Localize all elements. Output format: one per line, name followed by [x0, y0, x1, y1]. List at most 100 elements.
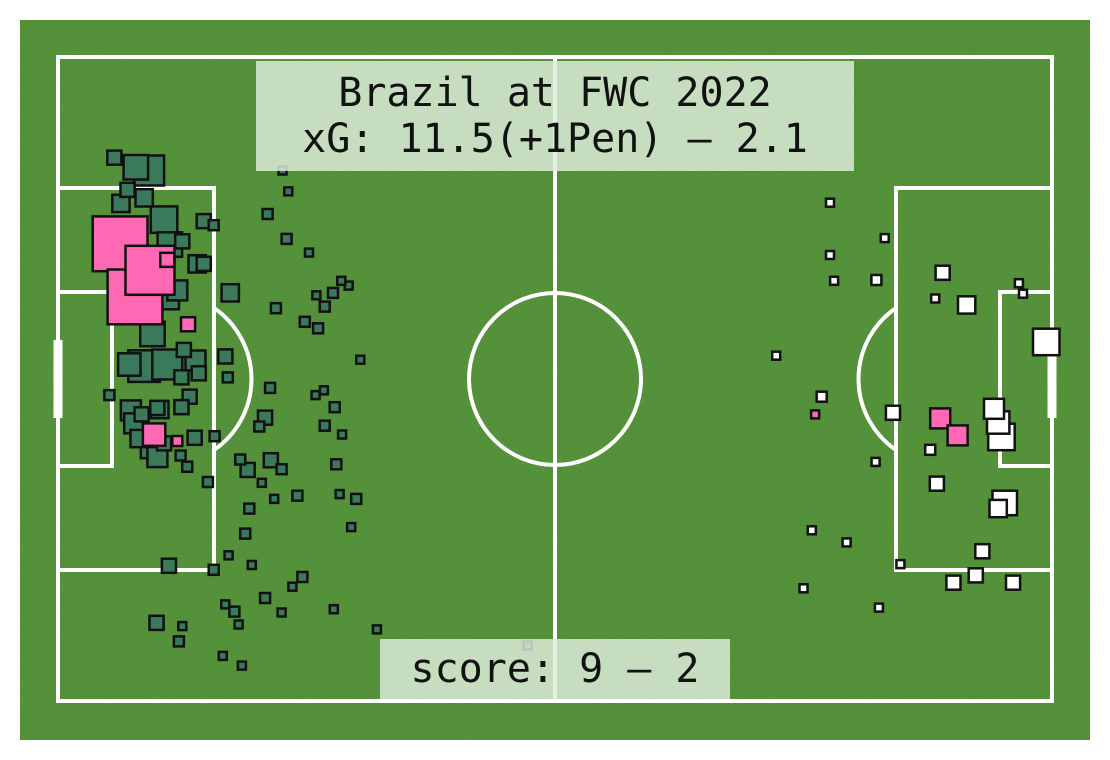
title-box: Brazil at FWC 2022 xG: 11.5(+1Pen) – 2.1	[256, 61, 854, 171]
brazil-shot-marker	[311, 290, 322, 301]
brazil-shot-marker	[283, 186, 294, 197]
brazil-shot-marker	[276, 607, 287, 618]
chart-subtitle: xG: 11.5(+1Pen) – 2.1	[302, 116, 808, 162]
brazil-shot-marker	[228, 605, 241, 618]
brazil-shot-marker	[174, 449, 187, 462]
brazil-shot-marker	[201, 475, 215, 489]
opponent-shot-marker	[1013, 277, 1025, 289]
brazil-shot-marker	[345, 521, 357, 533]
brazil-shot-marker	[133, 406, 150, 423]
brazil-shot-marker	[280, 232, 293, 246]
brazil-shot-marker	[116, 352, 142, 377]
brazil-shot-marker	[148, 614, 165, 632]
brazil-shot-marker	[208, 429, 221, 443]
brazil-shot-marker	[177, 620, 188, 632]
brazil-shot-marker	[233, 453, 247, 466]
brazil-shot-marker	[173, 233, 191, 250]
chart-title: Brazil at FWC 2022	[338, 70, 771, 116]
centre-circle	[467, 291, 643, 467]
brazil-shot-marker	[217, 650, 229, 662]
score-background	[380, 639, 730, 699]
brazil-shot-marker	[334, 488, 345, 500]
brazil-goal-marker	[179, 315, 197, 333]
brazil-goal-marker	[124, 244, 176, 297]
brazil-shot-marker	[190, 365, 208, 382]
brazil-shot-marker	[220, 282, 241, 303]
brazil-shot-marker	[221, 371, 235, 384]
brazil-shot-marker	[236, 660, 248, 671]
brazil-shot-marker	[311, 322, 325, 335]
brazil-shot-marker	[173, 369, 190, 386]
brazil-shot-marker	[207, 563, 220, 577]
brazil-goal-marker	[141, 422, 167, 448]
brazil-shot-marker	[238, 527, 252, 540]
brazil-shot-marker	[326, 286, 340, 300]
brazil-shot-marker	[195, 255, 213, 273]
brazil-shot-marker	[310, 389, 321, 401]
brazil-shot-marker	[223, 550, 234, 561]
opponent-shot-marker	[1031, 327, 1061, 357]
opponent-shot-marker	[988, 498, 1009, 519]
brazil-goal-marker	[171, 434, 184, 448]
brazil-shot-marker	[328, 400, 341, 414]
brazil-shot-marker	[180, 460, 194, 473]
opponent-shot-marker	[967, 567, 985, 584]
shot-markers	[91, 149, 1061, 671]
opponent-shot-marker	[870, 273, 883, 287]
brazil-shot-marker	[103, 388, 116, 402]
opponent-shot-marker	[934, 264, 951, 282]
opponent-shot-marker	[884, 404, 902, 422]
brazil-shot-marker	[149, 399, 166, 417]
opponent-shot-marker	[806, 525, 818, 536]
brazil-shot-marker	[186, 429, 203, 447]
brazil-shot-marker	[138, 320, 166, 348]
brazil-shot-marker	[175, 341, 193, 359]
opponent-shot-marker	[929, 293, 941, 304]
brazil-shot-marker	[371, 624, 383, 635]
brazil-shot-marker	[256, 477, 268, 489]
opponent-shot-marker	[870, 456, 881, 468]
brazil-shot-marker	[173, 398, 190, 416]
brazil-shot-marker	[134, 187, 155, 208]
brazil-shot-marker	[298, 315, 312, 329]
brazil-shot-marker	[303, 247, 315, 258]
opponent-shot-marker	[945, 574, 962, 591]
left-penalty-arc	[212, 306, 254, 452]
opponent-shot-marker	[798, 583, 809, 594]
brazil-shot-marker	[149, 205, 179, 235]
brazil-shot-marker	[268, 493, 280, 505]
score-box: score: 9 – 2	[380, 639, 730, 699]
brazil-shot-marker	[287, 581, 298, 592]
brazil-shot-marker	[349, 492, 363, 506]
opponent-shot-marker	[1004, 574, 1022, 591]
brazil-shot-marker	[258, 591, 272, 605]
opponent-shot-marker	[815, 390, 828, 403]
score-label: score: 9 – 2	[411, 646, 700, 692]
brazil-shot-marker	[106, 149, 123, 166]
opponent-shot-marker	[923, 443, 937, 457]
brazil-shot-marker	[269, 301, 283, 315]
opponent-shot-marker	[928, 475, 946, 492]
brazil-shot-marker	[119, 181, 136, 199]
brazil-shot-marker	[291, 489, 304, 502]
brazil-shot-marker	[246, 559, 258, 571]
brazil-shot-marker	[262, 451, 280, 469]
brazil-shot-marker	[261, 207, 274, 221]
opponent-shot-marker	[873, 602, 885, 613]
opponent-shot-marker	[828, 275, 840, 287]
opponent-shot-marker	[824, 197, 836, 208]
opponent-shot-marker	[956, 295, 977, 315]
opponent-shot-marker	[974, 542, 991, 560]
brazil-shot-marker	[160, 557, 178, 575]
brazil-shot-marker	[275, 462, 288, 476]
brazil-shot-marker	[318, 300, 331, 313]
brazil-shot-marker	[263, 381, 277, 395]
brazil-shot-marker	[233, 619, 244, 630]
brazil-shot-marker	[336, 275, 347, 287]
brazil-shot-marker	[296, 570, 309, 584]
brazil-shot-marker	[328, 603, 340, 615]
brazil-goal-marker	[159, 251, 176, 269]
brazil-shot-marker	[330, 458, 343, 471]
brazil-shot-marker	[318, 419, 331, 432]
